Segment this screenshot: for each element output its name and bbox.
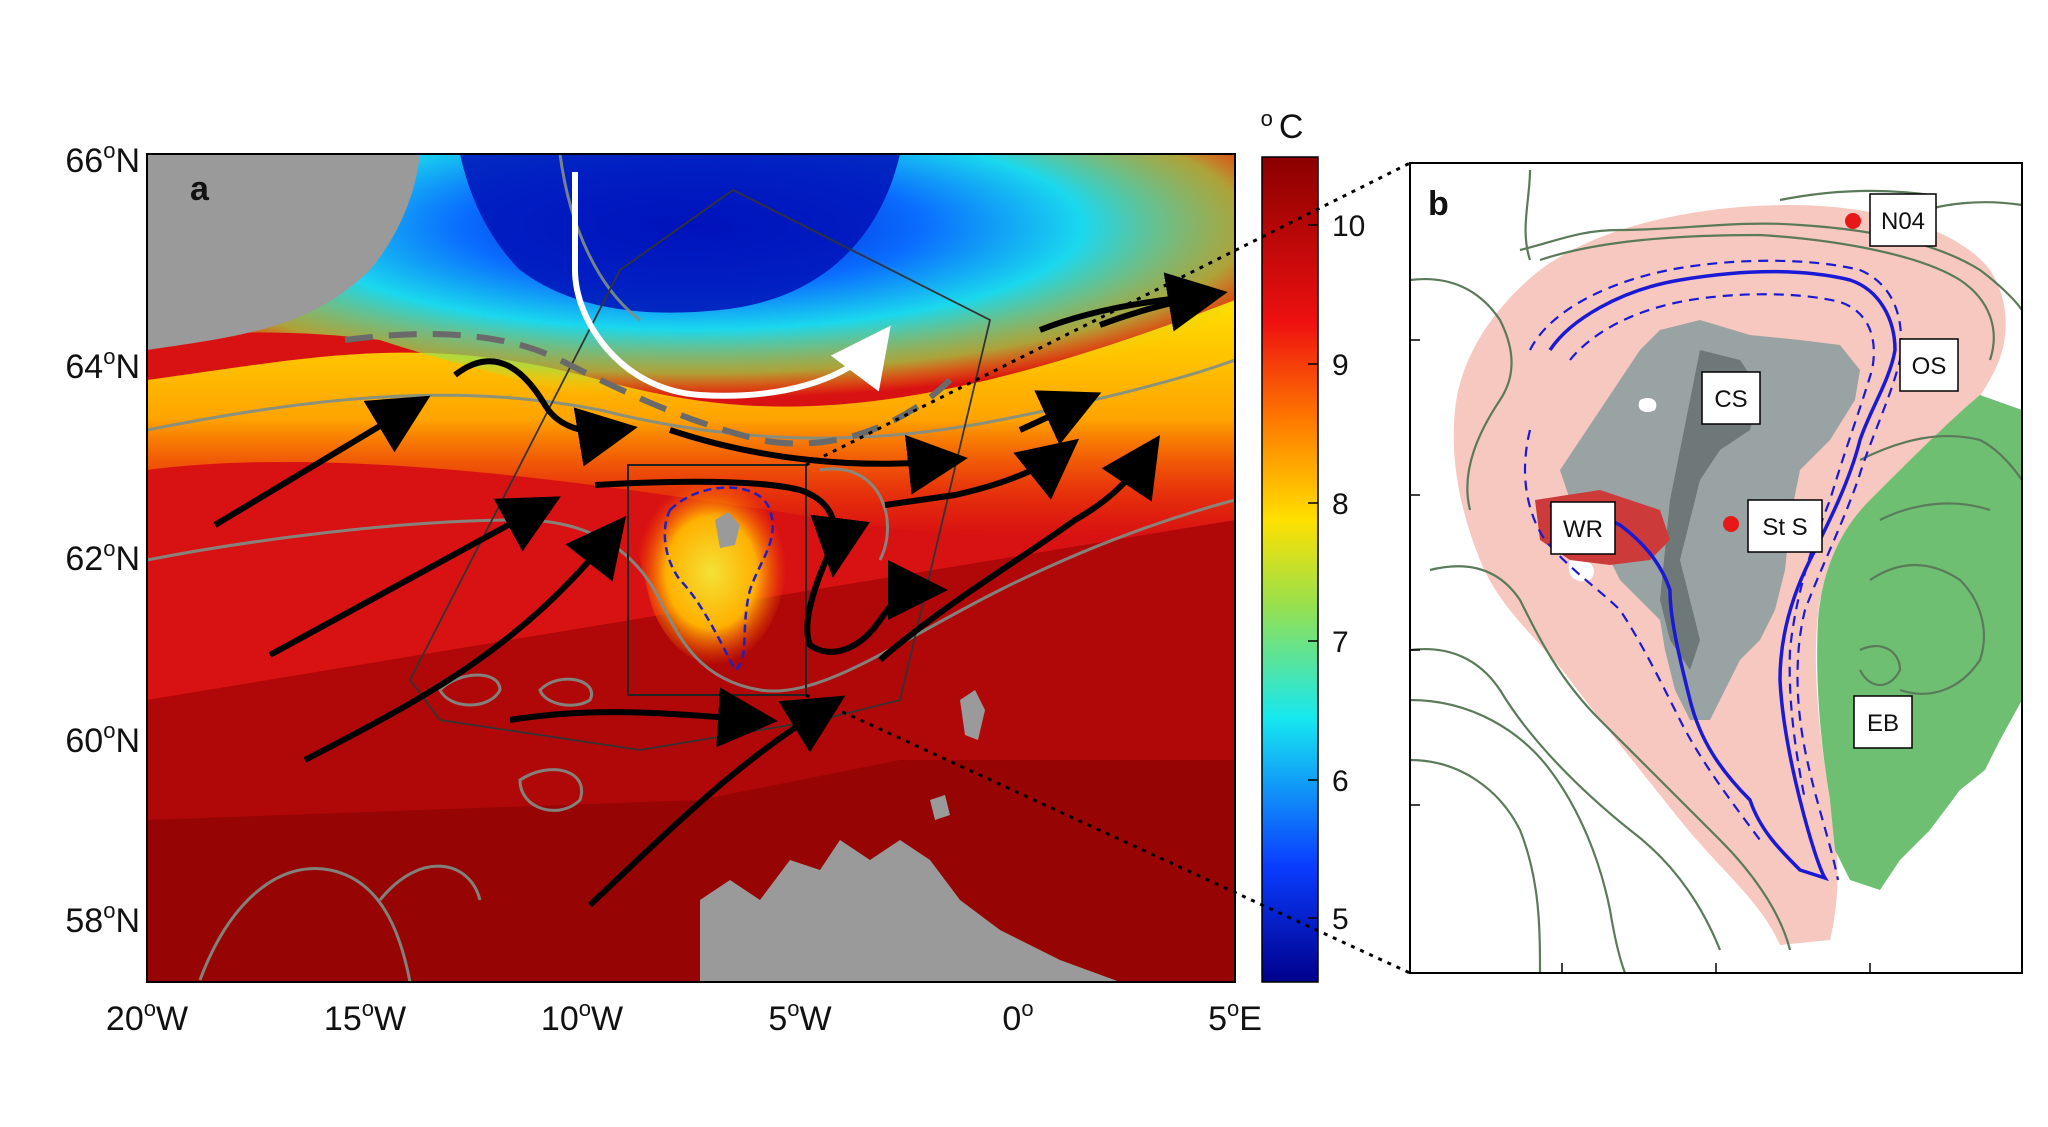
bank-boundary-dashed-outer (1529, 259, 1903, 881)
bank-boundary-dashed-inner (1569, 293, 1875, 801)
inflow-arrow-1 (213, 395, 431, 528)
colorbar-tick-9: 9 (1332, 349, 1349, 382)
svg-text:N04: N04 (1881, 208, 1925, 235)
bank-darker-patches (1660, 350, 1760, 670)
bank-shallow-area (1560, 320, 1860, 720)
bank-boundary-solid (1548, 270, 1897, 882)
panel-a-frame (146, 153, 1236, 983)
colorbar-tick-8: 8 (1332, 488, 1349, 521)
shallow-hole-1 (1638, 398, 1657, 412)
panel-b-letter: b (1428, 185, 1449, 223)
lon-label-20w: 20oW (106, 996, 188, 1038)
lon-label-10w: 10oW (541, 996, 623, 1038)
lat-label-58: 58oN (65, 898, 140, 940)
colorbar-tick-5: 5 (1332, 903, 1349, 936)
panel-b-contours (1410, 169, 2022, 973)
inflow-arrow-3 (303, 515, 627, 763)
svg-text:OS: OS (1912, 353, 1947, 380)
lon-label-5e: 5oE (1208, 996, 1262, 1038)
lon-label-15w: 15oW (324, 996, 406, 1038)
panel-b-ticks (1410, 339, 1871, 973)
label-n04: N04 (1869, 193, 1937, 247)
polar-front-dashed (344, 331, 953, 447)
shetland-islands (960, 690, 985, 740)
panel-a-sst-map (147, 154, 1235, 982)
inflow-arrow-8 (594, 478, 870, 578)
panel-b-bank-detail: N04 OS CS WR St S EB (1410, 163, 2022, 973)
svg-text:CS: CS (1714, 386, 1747, 413)
label-wr: WR (1550, 501, 1616, 555)
svg-text:WR: WR (1563, 516, 1603, 543)
cold-current-arrow (572, 172, 891, 399)
colorbar-tick-7: 7 (1332, 626, 1349, 659)
lat-label-66: 66oN (65, 138, 140, 180)
shallow-hole-2 (1568, 559, 1594, 582)
faroe-islands (715, 512, 740, 548)
station-sts-marker (1723, 516, 1739, 532)
colorbar-tick-6: 6 (1332, 765, 1349, 798)
orkney-islands (930, 795, 950, 820)
station-n04-marker (1845, 213, 1861, 229)
sst-warm-bank (635, 479, 787, 666)
label-cs: CS (1701, 371, 1761, 425)
label-sts: St S (1747, 499, 1823, 553)
svg-text:EB: EB (1867, 710, 1899, 737)
inflow-arrow-7 (669, 427, 968, 495)
inflow-arrow-10 (884, 438, 1080, 508)
inflow-arrow-2 (268, 496, 561, 658)
bank-200m-contour (663, 486, 774, 672)
lon-label-5w: 5oW (768, 996, 831, 1038)
label-eb: EB (1853, 695, 1913, 749)
colorbar-ticks (1308, 224, 1318, 919)
inflow-arrow-4 (509, 687, 778, 748)
lat-label-64: 64oN (65, 344, 140, 386)
panel-a-letter: a (190, 170, 210, 208)
colorbar-tick-10: 10 (1332, 210, 1365, 243)
lon-label-0: 0o (1002, 996, 1033, 1038)
label-os: OS (1899, 338, 1959, 392)
scotland-landmass (700, 840, 1120, 982)
lat-label-60: 60oN (65, 718, 140, 760)
bank-boundary-dashed-west (1523, 429, 1761, 841)
svg-text:St S: St S (1762, 514, 1807, 541)
lat-label-62: 62oN (65, 536, 140, 578)
sst-cold-core (460, 154, 900, 313)
inflow-arrow-12 (878, 435, 1160, 663)
colorbar-scale (1261, 156, 1319, 983)
inflow-arrow-6 (453, 358, 638, 467)
inflow-arrow-11 (1018, 390, 1102, 445)
iceland-landmass (147, 154, 420, 350)
longitude-labels: 20oW 15oW 10oW 5oW 0o 5oE (106, 996, 1262, 1038)
inflow-arrow-5 (587, 695, 846, 908)
eastern-basin-area (1817, 395, 2022, 890)
inflow-arrow-9 (804, 528, 948, 655)
latitude-labels: 66oN 64oN 62oN 60oN 58oN (65, 138, 140, 940)
zoom-connector-lines (805, 161, 1411, 975)
